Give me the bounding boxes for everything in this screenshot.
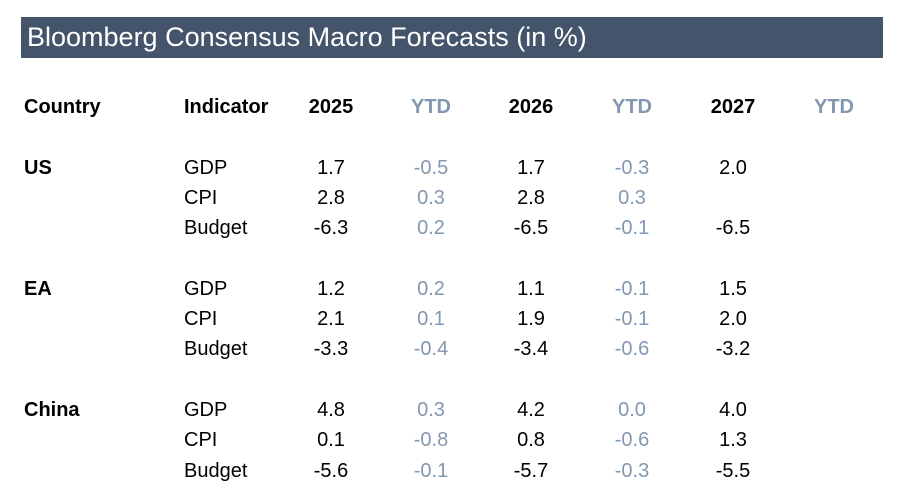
ytd-2025: 0.1: [417, 308, 445, 330]
value-2025: 4.8: [317, 399, 345, 421]
header-2027: 2027: [710, 96, 756, 118]
ytd-2025: 0.3: [417, 187, 445, 209]
value-2026: 1.7: [517, 157, 545, 179]
indicator-label: Budget: [184, 460, 248, 482]
header-2025: 2025: [308, 96, 354, 118]
indicator-label: Budget: [184, 217, 248, 239]
indicator-label: GDP: [184, 278, 228, 300]
header-2026: 2026: [508, 96, 554, 118]
value-2027: 2.0: [719, 308, 747, 330]
value-2026: 1.1: [517, 278, 545, 300]
value-2025: 2.8: [317, 187, 345, 209]
value-2027: 1.3: [719, 429, 747, 451]
value-2025: -6.3: [313, 217, 349, 239]
ytd-2026: -0.1: [614, 217, 650, 239]
value-2025: 2.1: [317, 308, 345, 330]
header-ytd-2026: YTD: [612, 96, 652, 118]
value-2027: 1.5: [719, 278, 747, 300]
ytd-2026: 0.3: [618, 187, 646, 209]
value-2027: -6.5: [715, 217, 751, 239]
page-title: Bloomberg Consensus Macro Forecasts (in …: [27, 22, 587, 52]
indicator-label: GDP: [184, 157, 228, 179]
ytd-2026: -0.3: [614, 460, 650, 482]
indicator-label: GDP: [184, 399, 228, 421]
ytd-2025: -0.4: [413, 338, 449, 360]
value-2026: 1.9: [517, 308, 545, 330]
value-2025: 0.1: [317, 429, 345, 451]
country-label: China: [24, 399, 80, 421]
value-2027: -3.2: [715, 338, 751, 360]
ytd-2026: -0.6: [614, 338, 650, 360]
value-2027: 4.0: [719, 399, 747, 421]
ytd-2025: 0.2: [417, 217, 445, 239]
ytd-2025: -0.8: [413, 429, 449, 451]
value-2027: -5.5: [715, 460, 751, 482]
value-2025: -3.3: [313, 338, 349, 360]
value-2026: -5.7: [513, 460, 549, 482]
value-2025: -5.6: [313, 460, 349, 482]
value-2026: -3.4: [513, 338, 549, 360]
ytd-2026: -0.1: [614, 278, 650, 300]
value-2025: 1.7: [317, 157, 345, 179]
header-ytd-2027: YTD: [814, 96, 854, 118]
title-bar: Bloomberg Consensus Macro Forecasts (in …: [21, 17, 883, 58]
value-2026: -6.5: [513, 217, 549, 239]
value-2026: 0.8: [517, 429, 545, 451]
header-indicator: Indicator: [184, 96, 269, 118]
country-label: US: [24, 157, 52, 179]
ytd-2025: 0.2: [417, 278, 445, 300]
ytd-2025: -0.1: [413, 460, 449, 482]
value-2027: 2.0: [719, 157, 747, 179]
ytd-2026: 0.0: [618, 399, 646, 421]
indicator-label: CPI: [184, 187, 218, 209]
value-2026: 4.2: [517, 399, 545, 421]
ytd-2026: -0.1: [614, 308, 650, 330]
value-2025: 1.2: [317, 278, 345, 300]
indicator-label: CPI: [184, 308, 218, 330]
ytd-2025: -0.5: [413, 157, 449, 179]
ytd-2025: 0.3: [417, 399, 445, 421]
ytd-2026: -0.6: [614, 429, 650, 451]
indicator-label: CPI: [184, 429, 218, 451]
value-2026: 2.8: [517, 187, 545, 209]
header-country: Country: [24, 96, 101, 118]
indicator-label: Budget: [184, 338, 248, 360]
ytd-2026: -0.3: [614, 157, 650, 179]
country-label: EA: [24, 278, 52, 300]
header-ytd-2025: YTD: [411, 96, 451, 118]
